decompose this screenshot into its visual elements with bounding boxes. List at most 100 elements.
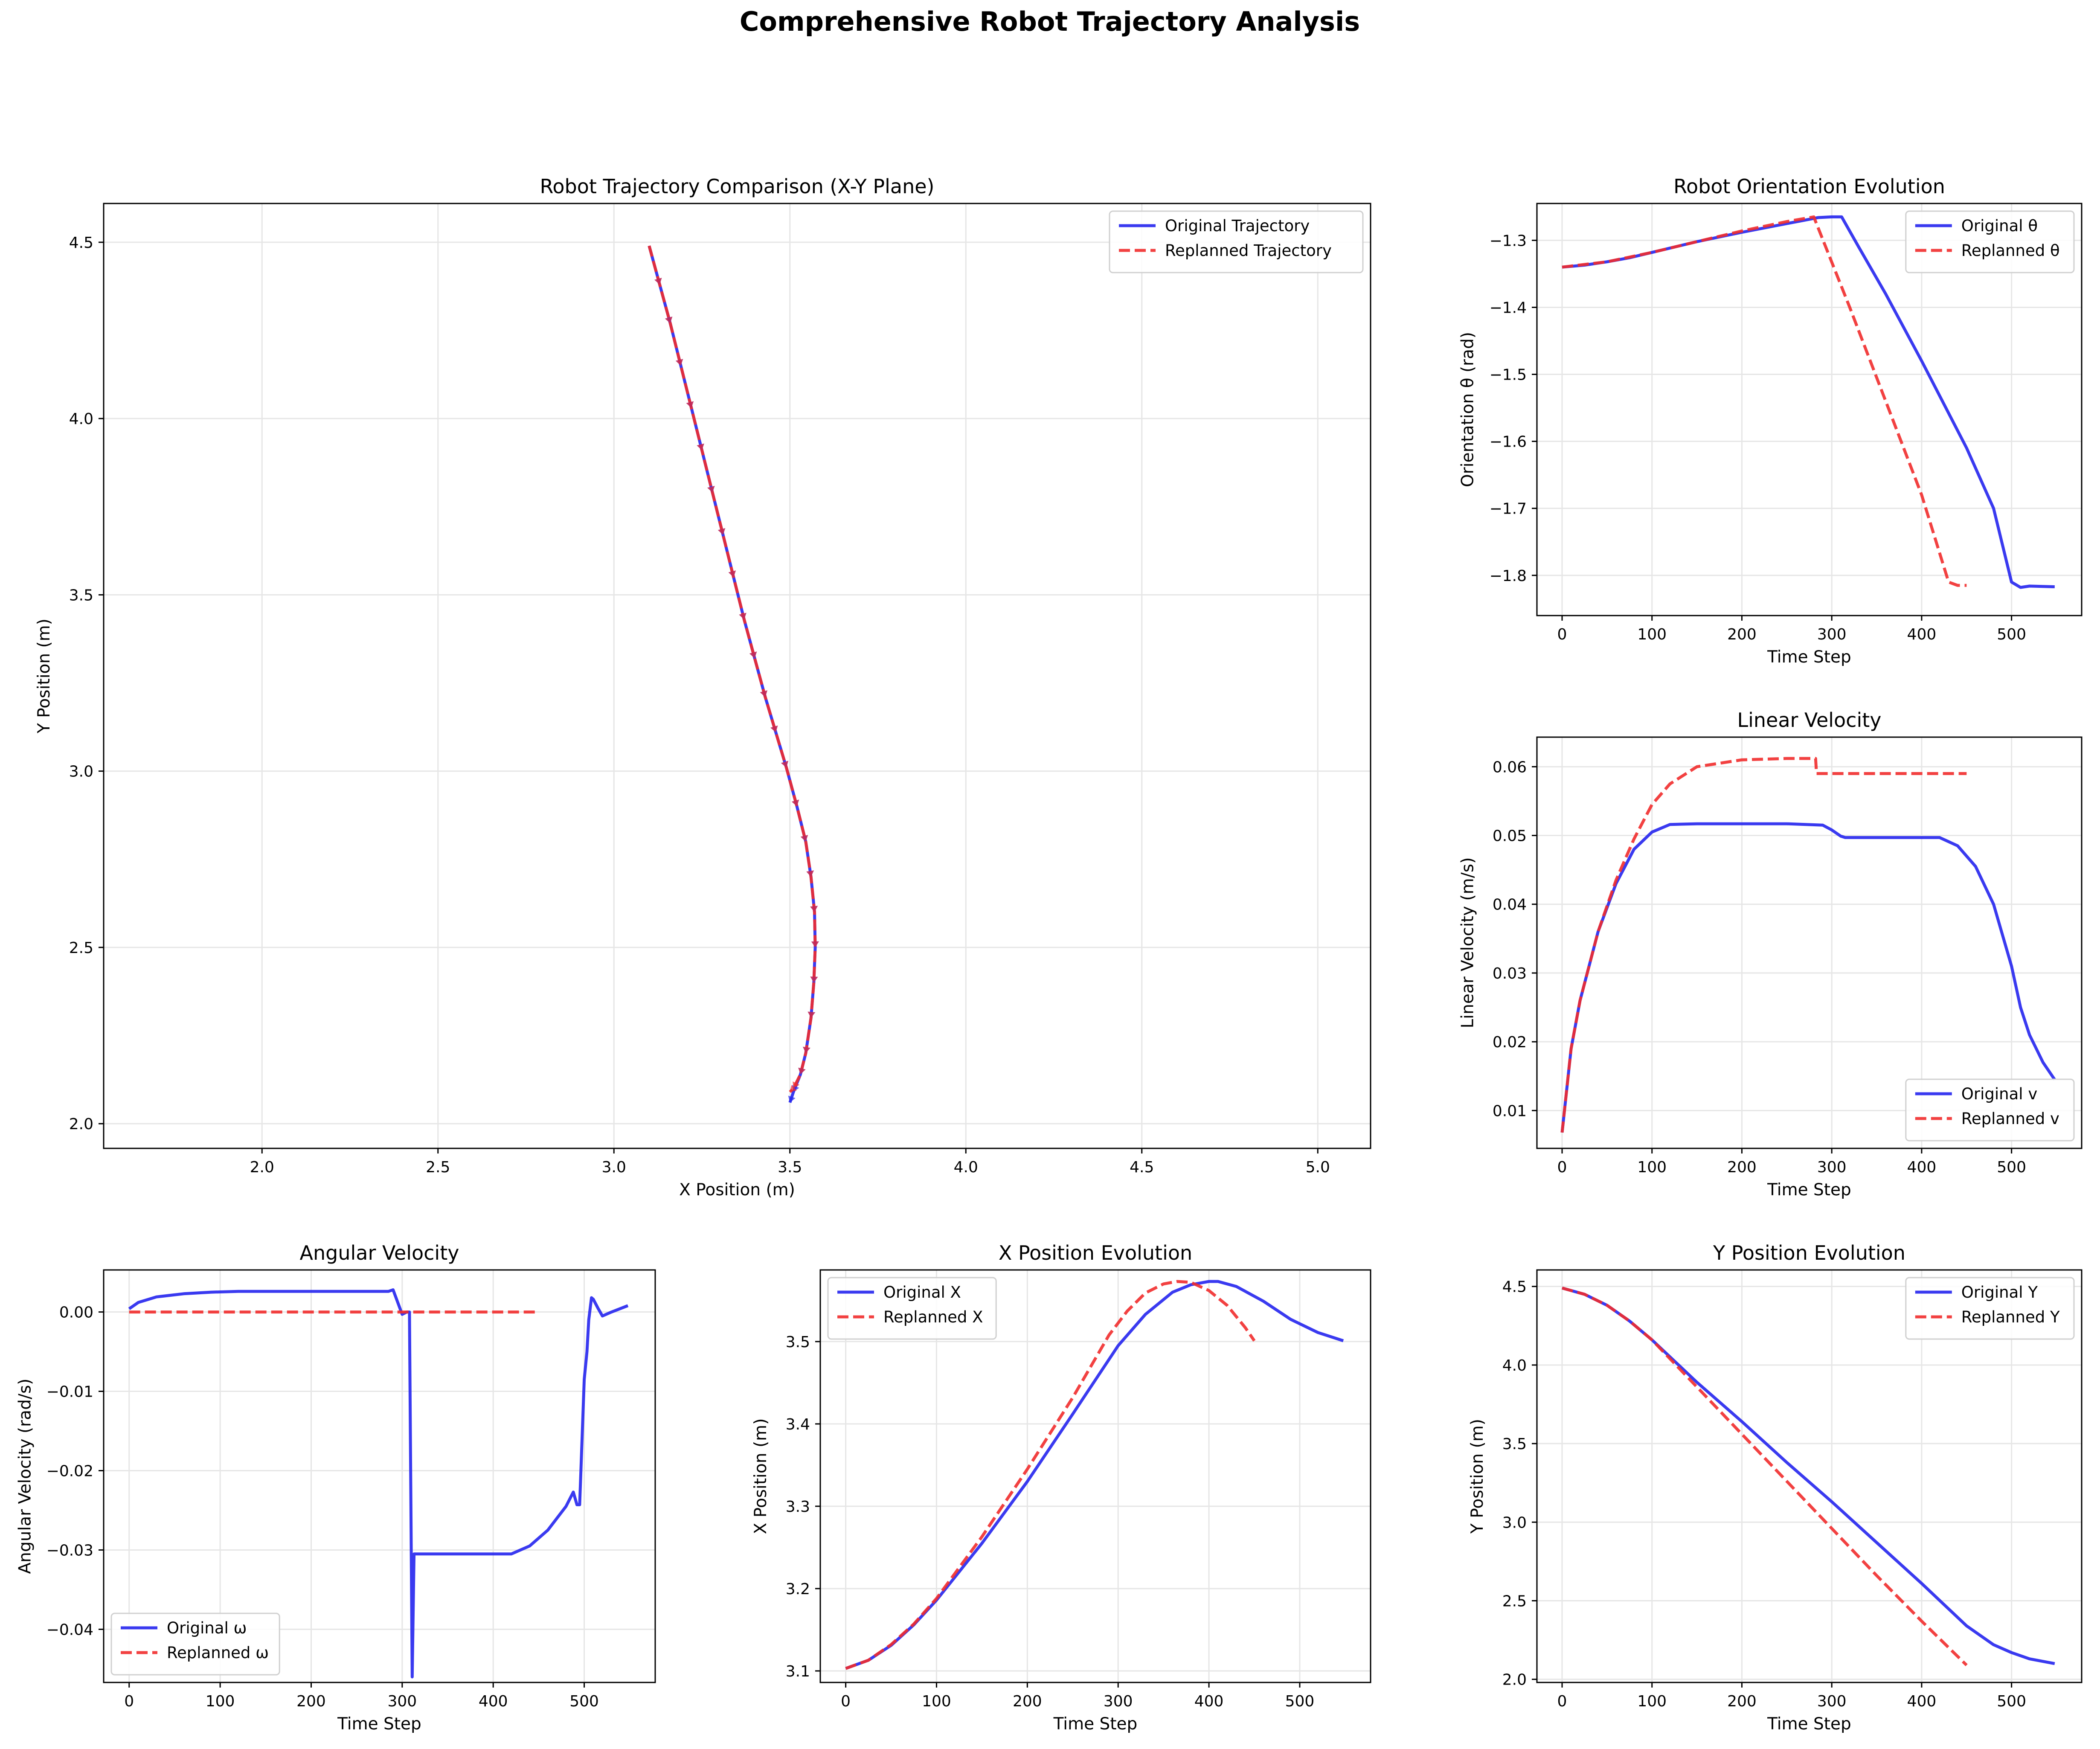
x-tick-label: 300 [1817, 1693, 1847, 1710]
x-tick-label: 300 [1817, 1159, 1847, 1176]
x-tick-label: 100 [1637, 1159, 1667, 1176]
x-tick-label: 200 [296, 1693, 326, 1710]
heading-arrow [810, 976, 818, 983]
x-tick-label: 5.0 [1306, 1159, 1330, 1176]
x-tick-label: 2.0 [250, 1159, 274, 1176]
x-tick-label: 300 [1104, 1693, 1133, 1710]
x-tick-label: 100 [206, 1693, 235, 1710]
axes-frame [1536, 203, 2083, 616]
legend-entry: Original θ [1961, 217, 2038, 235]
heading-arrow [793, 1081, 800, 1089]
heading-arrow [807, 1011, 816, 1018]
legend-entry: Original v [1961, 1085, 2037, 1103]
legend-entry: Original X [883, 1283, 961, 1302]
chart-v: 0 100 200 300 400 500 0.01 0.02 0.03 0.04 0.05 0.06… [1458, 709, 2083, 1200]
x-tick-label: 2.5 [426, 1159, 450, 1176]
x-tick-label: 400 [479, 1693, 508, 1710]
y-axis-label: X Position (m) [751, 1418, 770, 1534]
series-line [1560, 757, 1967, 1133]
y-tick-label: 3.2 [786, 1580, 810, 1598]
x-tick-label: 400 [1907, 1693, 1937, 1710]
legend: Original ω Replanned ω [110, 1612, 280, 1676]
x-axis-label: Time Step [1767, 648, 1851, 667]
legend-entry: Replanned v [1961, 1110, 2059, 1128]
axes-frame [1536, 1269, 2083, 1683]
y-axis-label: Linear Velocity (m/s) [1458, 857, 1478, 1028]
series-line [845, 1280, 1256, 1670]
heading-arrow [781, 761, 789, 768]
x-tick-label: 400 [1907, 626, 1937, 643]
x-tick-label: 200 [1727, 1693, 1757, 1710]
chart-title: Robot Orientation Evolution [1673, 175, 1945, 198]
x-tick-label: 400 [1907, 1159, 1937, 1176]
y-tick-label: 0.04 [1493, 896, 1527, 914]
y-tick-label: 3.1 [786, 1663, 810, 1680]
x-tick-label: 0 [1557, 1159, 1567, 1176]
x-tick-label: 500 [1997, 1159, 2026, 1176]
legend-entry: Original ω [167, 1619, 247, 1637]
legend: Original Y Replanned Y [1905, 1277, 2075, 1340]
legend-entry: Replanned Y [1961, 1308, 2060, 1326]
heading-arrow [788, 1095, 796, 1103]
legend-entry: Original Trajectory [1165, 217, 1310, 235]
y-tick-label: 0.03 [1493, 965, 1527, 982]
y-tick-label: 4.0 [69, 410, 93, 428]
heading-arrow [770, 725, 778, 732]
legend: Original X Replanned X [827, 1277, 997, 1340]
legend-entry: Original Y [1961, 1283, 2038, 1302]
x-tick-label: 100 [922, 1693, 951, 1710]
heading-arrow [760, 690, 767, 697]
x-axis-label: Time Step [1767, 1714, 1851, 1734]
chart-title: X Position Evolution [999, 1241, 1192, 1264]
x-tick-label: 0 [841, 1693, 851, 1710]
legend: Original Trajectory Replanned Trajectory [1109, 210, 1364, 273]
axes-frame [103, 203, 1371, 1149]
y-tick-label: 4.5 [69, 234, 93, 252]
y-tick-label: −0.04 [46, 1621, 93, 1639]
y-tick-label: 2.5 [1502, 1592, 1527, 1610]
y-tick-label: 3.5 [69, 587, 93, 604]
y-tick-label: −0.03 [46, 1542, 93, 1559]
y-axis-label: Y Position (m) [35, 619, 54, 734]
heading-arrow [749, 651, 757, 659]
y-tick-label: 0.05 [1493, 828, 1527, 845]
y-tick-label: −1.5 [1490, 366, 1527, 384]
x-tick-label: 0 [124, 1693, 134, 1710]
axes-frame [1536, 736, 2083, 1149]
legend: Original θ Replanned θ [1905, 210, 2075, 273]
legend-entry: Replanned ω [167, 1644, 269, 1662]
x-tick-label: 4.0 [954, 1159, 978, 1176]
series-line [1560, 822, 2056, 1133]
series-line [128, 1288, 629, 1679]
legend-entry: Replanned Trajectory [1165, 241, 1332, 260]
chart-title: Angular Velocity [300, 1241, 459, 1264]
y-tick-label: 3.3 [786, 1498, 810, 1516]
chart-title: Y Position Evolution [1713, 1241, 1905, 1264]
x-tick-label: 0 [1557, 1693, 1567, 1710]
chart-theta: 0 100 200 300 400 500 −1.8 −1.7 −1.6 −1.5 −1.4 −1.3… [1458, 175, 2083, 667]
heading-arrow [686, 401, 694, 408]
y-tick-label: 2.0 [69, 1116, 93, 1133]
x-tick-label: 500 [569, 1693, 599, 1710]
x-tick-label: 200 [1727, 626, 1757, 643]
heading-arrow [675, 359, 683, 366]
x-tick-label: 0 [1557, 626, 1567, 643]
y-tick-label: 2.5 [69, 939, 93, 957]
x-tick-label: 200 [1727, 1159, 1757, 1176]
y-tick-label: 2.0 [1502, 1671, 1527, 1689]
y-tick-label: −1.7 [1490, 500, 1527, 518]
y-tick-label: 3.4 [786, 1416, 810, 1433]
y-axis-label: Y Position (m) [1468, 1419, 1487, 1534]
axes-frame [103, 1269, 656, 1683]
x-tick-label: 300 [387, 1693, 417, 1710]
chart-ypos: 0 100 200 300 400 500 2.0 2.5 3.0 3.5 4.0 4.5 Y Posi… [1468, 1241, 2083, 1734]
legend-entry: Replanned X [883, 1308, 983, 1326]
chart-title: Robot Trajectory Comparison (X-Y Plane) [540, 175, 935, 198]
x-tick-label: 3.5 [778, 1159, 802, 1176]
x-tick-label: 500 [1997, 1693, 2026, 1710]
y-tick-label: 0.00 [59, 1304, 93, 1322]
heading-arrow [800, 835, 808, 842]
x-axis-label: Time Step [337, 1714, 421, 1734]
heading-arrow [791, 799, 799, 807]
